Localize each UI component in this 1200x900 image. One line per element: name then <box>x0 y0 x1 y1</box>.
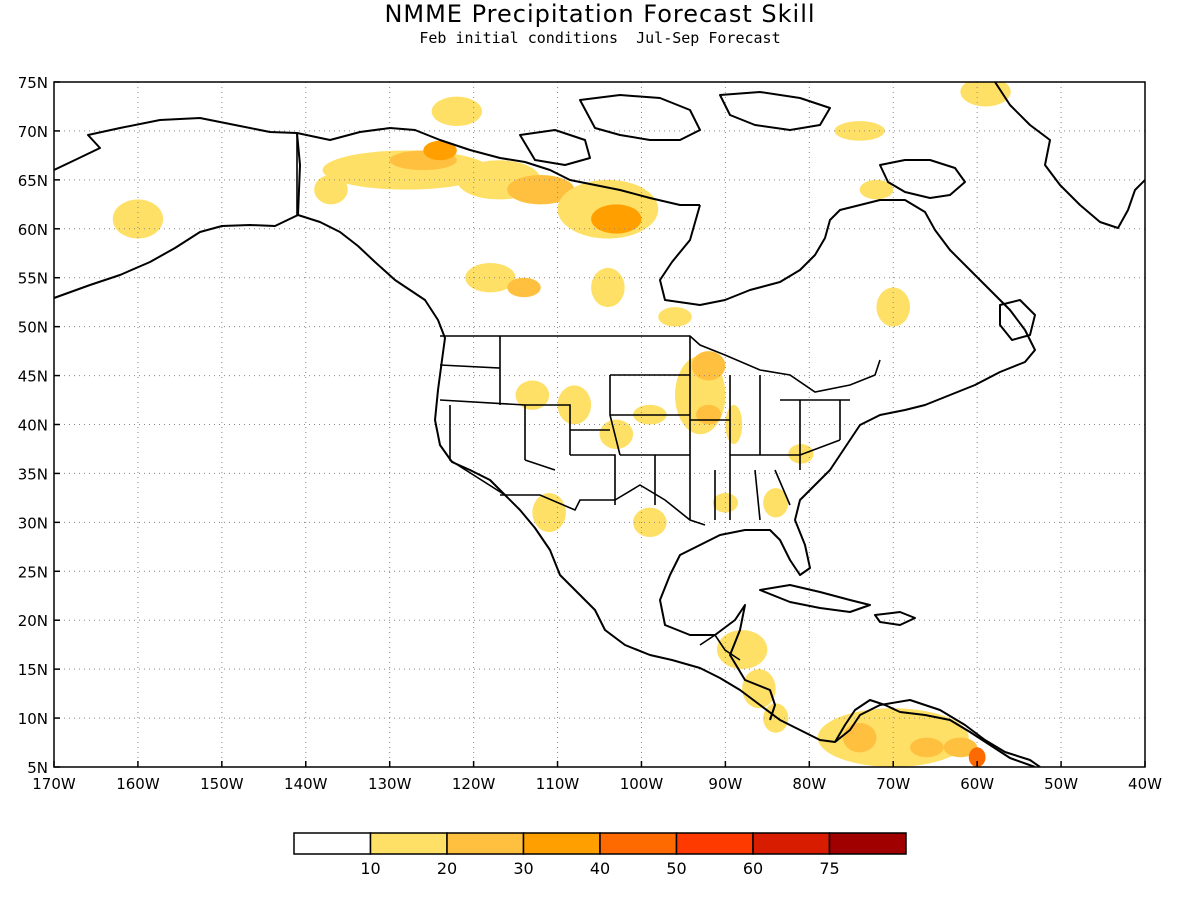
coastline-arctic-north <box>296 127 700 206</box>
skill-region <box>859 179 894 200</box>
lon-tick-label: 110W <box>536 775 580 793</box>
colorbar-swatch <box>828 832 907 855</box>
grid-lines <box>54 82 1145 767</box>
colorbar-swatch <box>522 832 601 855</box>
skill-region <box>691 351 726 381</box>
skill-region <box>112 199 164 239</box>
colorbar-swatch <box>752 832 831 855</box>
coastline-baffin-island <box>879 159 966 199</box>
subtitle-forecast: Jul-Sep Forecast <box>636 29 781 47</box>
colorbar-swatch <box>675 832 754 855</box>
colorbar-label: 75 <box>819 859 839 878</box>
skill-region <box>507 277 541 298</box>
colorbar: 10 20 30 40 50 60 75 <box>293 832 907 878</box>
coastline-cuba <box>759 584 871 613</box>
skill-region <box>763 703 789 733</box>
border-us-mexico <box>500 484 706 526</box>
lon-tick-label: 150W <box>200 775 244 793</box>
lat-tick-label: 25N <box>18 563 48 581</box>
lon-tick-label: 70W <box>876 775 910 793</box>
skill-region <box>465 263 516 293</box>
coastline-victoria-island <box>519 129 591 166</box>
coastline-hispaniola <box>874 611 916 626</box>
colorbar-swatch <box>446 832 525 855</box>
skill-region <box>696 404 722 425</box>
colorbar-label: 50 <box>666 859 686 878</box>
coastline-south-america <box>834 699 1036 767</box>
lon-tick-label: 170W <box>32 775 76 793</box>
lon-tick-label: 130W <box>368 775 412 793</box>
coastline-hudson-bay <box>659 199 1036 721</box>
skill-region <box>910 737 944 758</box>
lat-tick-label: 10N <box>18 710 48 728</box>
skill-region <box>943 737 978 758</box>
colorbar-label: 30 <box>513 859 533 878</box>
lon-tick-label: 80W <box>792 775 826 793</box>
skill-region <box>763 488 789 518</box>
skill-region <box>591 204 642 234</box>
lat-tick-label: 5N <box>27 759 48 777</box>
border-us-states <box>439 336 850 521</box>
lat-tick-label: 35N <box>18 465 48 483</box>
skill-region <box>742 669 776 709</box>
coastline-arctic-islands <box>579 94 701 141</box>
colorbar-label: 20 <box>437 859 457 878</box>
lon-tick-label: 100W <box>620 775 664 793</box>
lat-tick-label: 65N <box>18 172 48 190</box>
skill-region <box>716 630 768 670</box>
subtitle-init: Feb initial conditions <box>419 29 619 47</box>
map-subtitle: Feb initial conditions Jul-Sep Forecast <box>0 28 1200 48</box>
colorbar-swatch <box>293 832 372 855</box>
colorbar-label: 10 <box>360 859 380 878</box>
lon-tick-label: 160W <box>116 775 160 793</box>
lat-tick-label: 60N <box>18 221 48 239</box>
lon-tick-label: 60W <box>960 775 994 793</box>
skill-region <box>842 722 877 753</box>
colorbar-label: 40 <box>590 859 610 878</box>
skill-region <box>557 385 592 425</box>
lat-tick-label: 55N <box>18 270 48 288</box>
coastline-arctic-islands-east <box>719 91 831 131</box>
skill-region <box>591 267 625 308</box>
skill-region <box>423 140 457 161</box>
border-mexico-guatemala <box>699 633 741 661</box>
colorbar-swatch <box>599 832 678 855</box>
colorbar-label: 60 <box>743 859 763 878</box>
lon-tick-label: 120W <box>452 775 496 793</box>
colorbar-swatch <box>369 832 448 855</box>
lat-tick-label: 50N <box>18 319 48 337</box>
skill-region <box>658 307 692 327</box>
skill-region <box>599 419 634 449</box>
border-us-canada <box>440 335 881 393</box>
skill-region <box>431 96 483 127</box>
coastline-north-america-west <box>54 117 1041 767</box>
lat-tick-label: 40N <box>18 417 48 435</box>
lon-tick-label: 90W <box>708 775 742 793</box>
lat-tick-label: 70N <box>18 123 48 141</box>
political-boundaries <box>296 133 881 661</box>
skill-shading <box>112 82 1011 767</box>
lon-tick-label: 40W <box>1128 775 1162 793</box>
lat-tick-label: 30N <box>18 514 48 532</box>
coastline-newfoundland <box>999 299 1036 341</box>
axis-ticks: 170W 160W 150W 140W 130W 120W 110W 100W 90W 80W 70… <box>18 74 1162 793</box>
lat-tick-label: 20N <box>18 612 48 630</box>
coastline-alaska-peninsula <box>54 214 299 299</box>
lat-tick-label: 75N <box>18 74 48 92</box>
coastline-greenland <box>994 82 1145 229</box>
lat-tick-label: 15N <box>18 661 48 679</box>
skill-region <box>314 174 348 205</box>
map-title: NMME Precipitation Forecast Skill <box>384 0 816 28</box>
skill-region <box>515 380 550 410</box>
lat-tick-label: 45N <box>18 368 48 386</box>
lon-tick-label: 140W <box>284 775 328 793</box>
lon-tick-label: 50W <box>1044 775 1078 793</box>
